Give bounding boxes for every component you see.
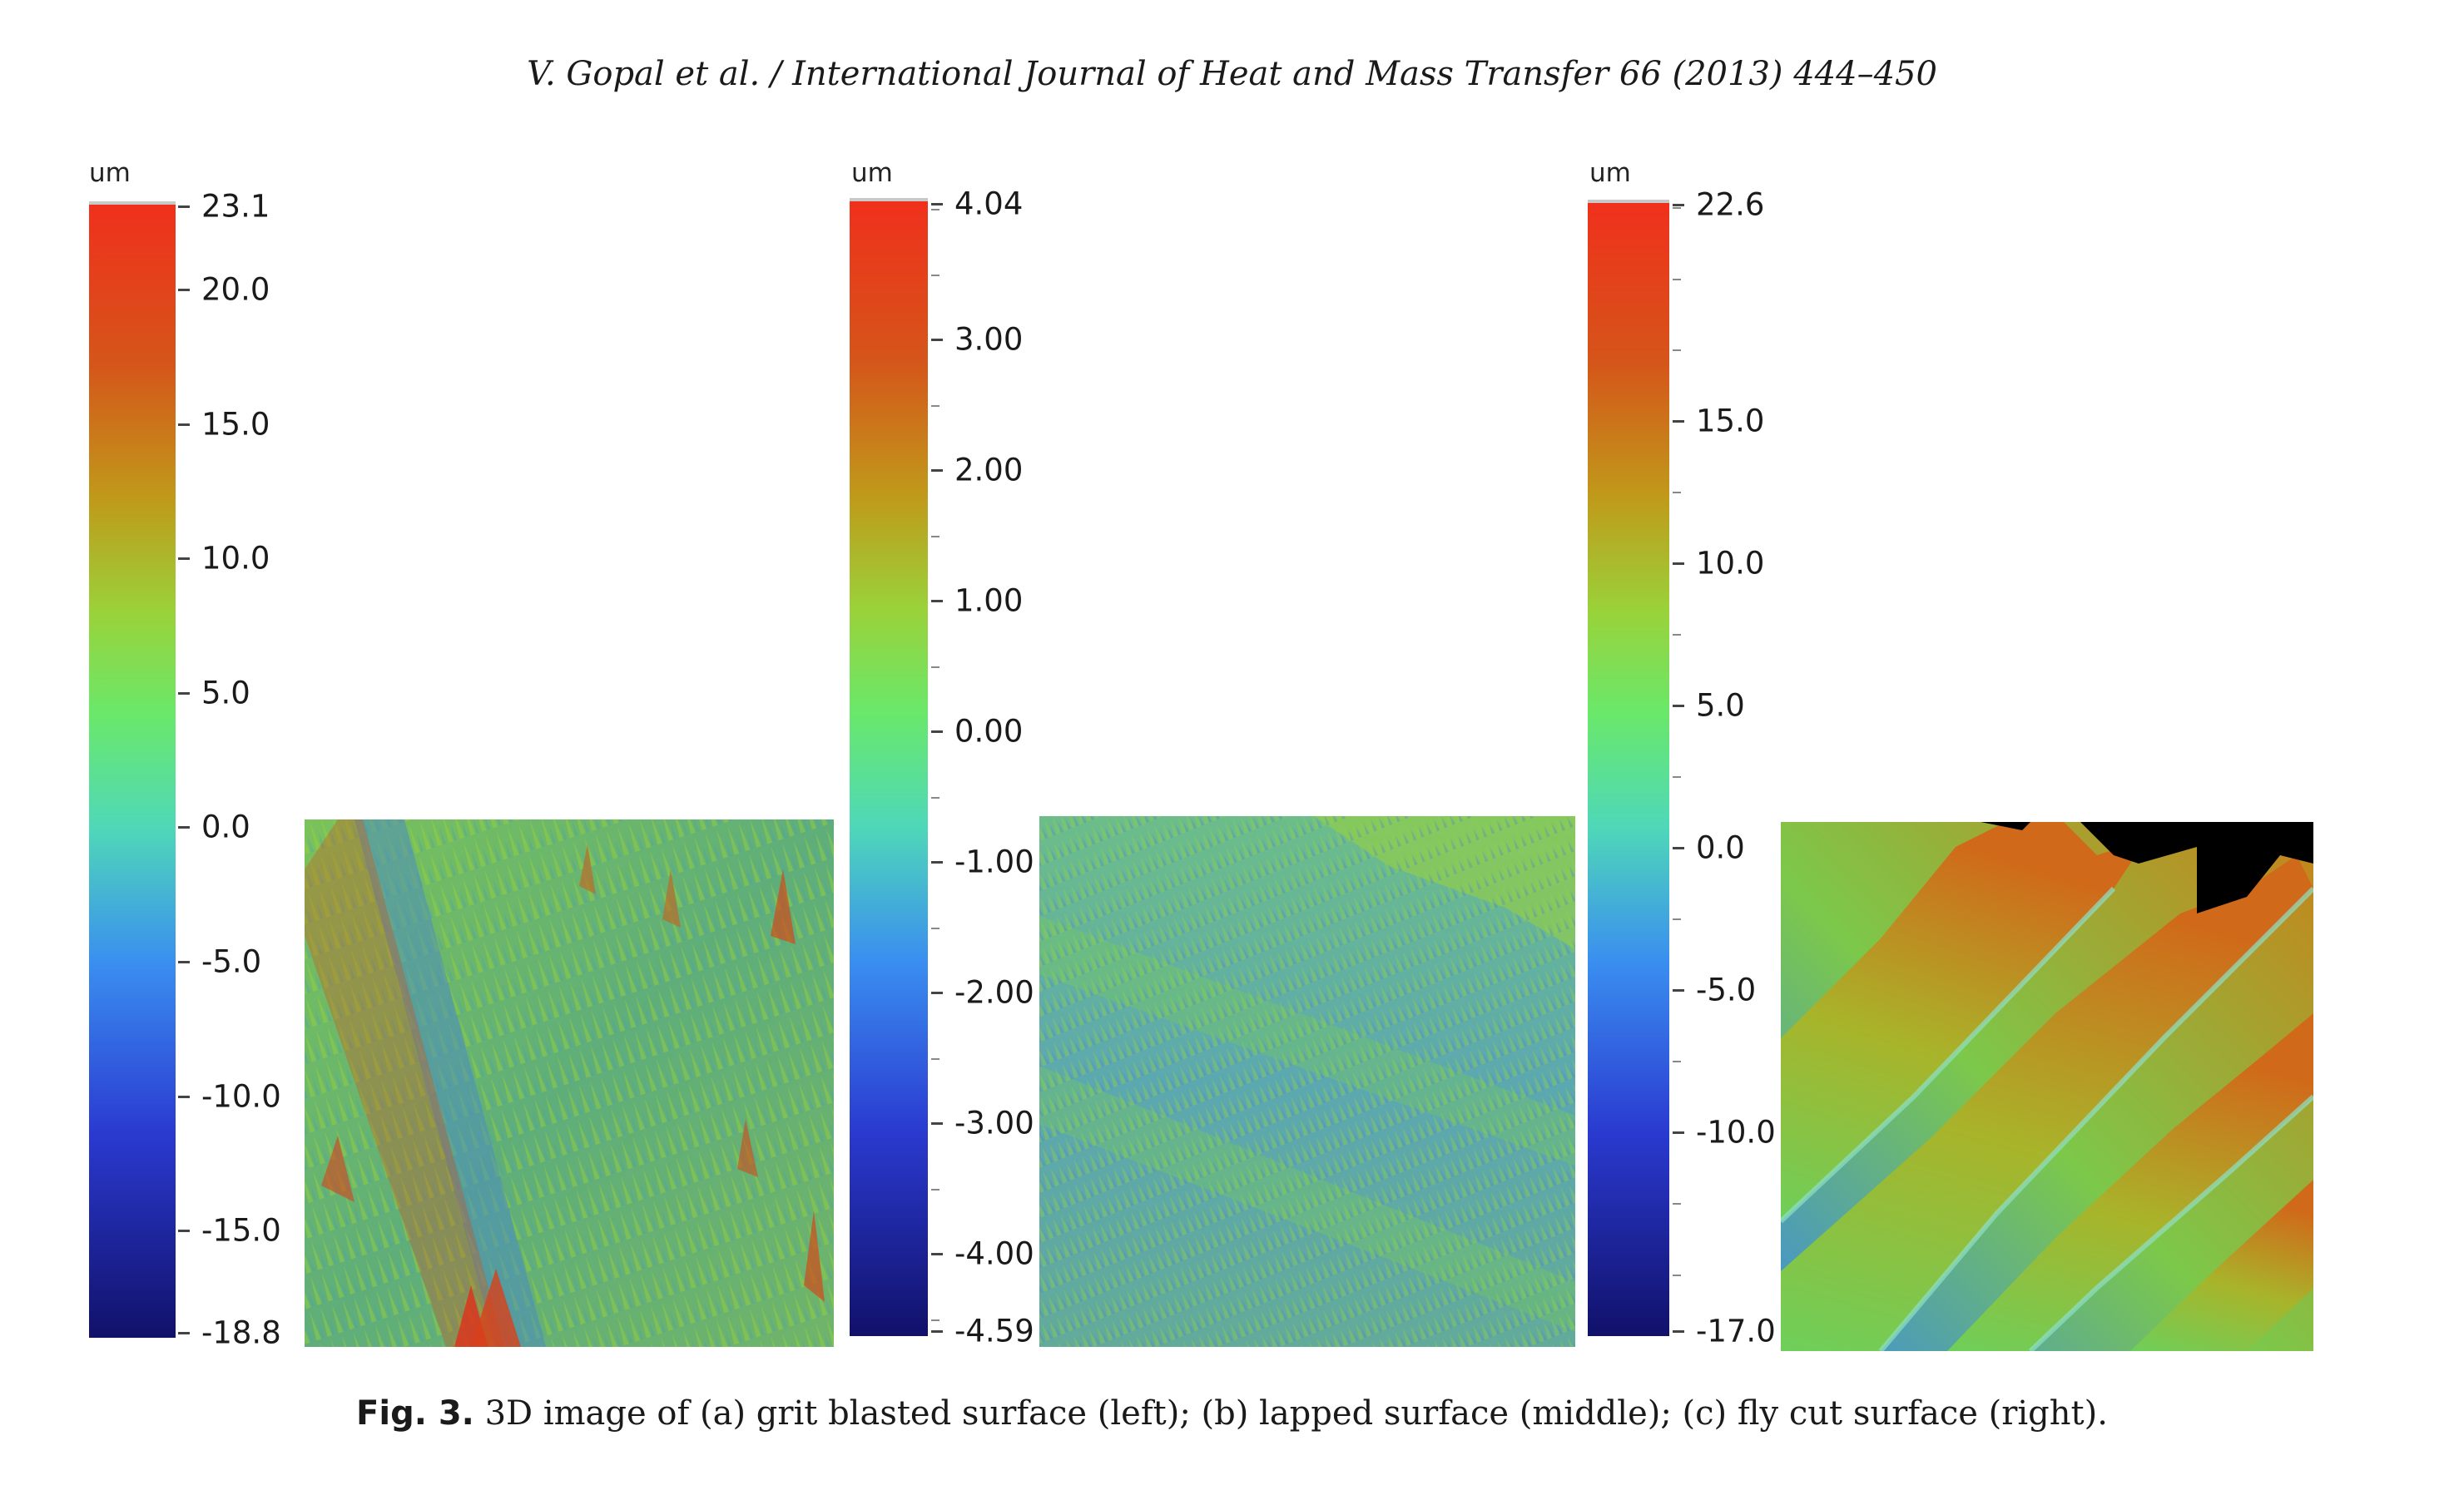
figure-label: Fig. 3.	[356, 1394, 474, 1433]
panel-b-tick-mark	[931, 203, 943, 205]
panel-c-minor-tick	[1673, 634, 1681, 636]
panel-b-tick-label: -4.00	[954, 1235, 1034, 1272]
figure-caption: Fig. 3. 3D image of (a) grit blasted sur…	[0, 1394, 2464, 1433]
panel-c-minor-tick	[1673, 349, 1681, 352]
panel-a-tick-label: 0.0	[201, 809, 250, 845]
panel-b-minor-tick	[931, 404, 939, 407]
panel-c-tick-mark	[1673, 204, 1684, 206]
panel-c-tick-label: -10.0	[1696, 1114, 1776, 1151]
panel-a-tick-label: 5.0	[201, 675, 250, 711]
panel-a-tick-label: 10.0	[201, 540, 270, 577]
panel-a-tick-label: 15.0	[201, 406, 270, 443]
panel-b-tick-label: 2.00	[954, 452, 1024, 488]
panel-b-tick-label: -1.00	[954, 844, 1034, 880]
panel-a-tick-label: 23.1	[201, 188, 270, 225]
panel-a-tick-label: -15.0	[201, 1212, 281, 1249]
panel-b-minor-tick	[931, 927, 939, 929]
panel-b-tick-mark	[931, 1330, 943, 1333]
panel-c-minor-tick	[1673, 918, 1681, 921]
panel-c-minor-tick	[1673, 1203, 1681, 1205]
panel-c-tick-label: 5.0	[1696, 687, 1745, 724]
panel-c-tick-label: 10.0	[1696, 545, 1765, 582]
panel-c-tick-mark	[1673, 1330, 1684, 1333]
running-header: V. Gopal et al. / International Journal …	[527, 55, 1937, 93]
panel-c-tick-mark	[1673, 704, 1684, 707]
panel-b-tick-mark	[931, 1122, 943, 1126]
panel-c-colorbar	[1588, 200, 1669, 1336]
panel-b-tick-label: 0.00	[954, 713, 1024, 750]
panel-a-tick-mark	[178, 557, 190, 561]
panel-c-tick-mark	[1673, 419, 1684, 423]
panel-a-tick-mark	[178, 1332, 190, 1334]
panel-a-tick-mark	[178, 826, 190, 829]
panel-b-minor-tick	[931, 1319, 939, 1321]
panel-c-tick-label: -17.0	[1696, 1313, 1776, 1349]
panel-b-colorbar	[850, 198, 928, 1336]
panel-b-tick-label: -3.00	[954, 1105, 1034, 1141]
panel-b-minor-tick	[931, 274, 939, 276]
panel-c-tick-label: 22.6	[1696, 186, 1765, 223]
panel-b-tick-label: -2.00	[954, 974, 1034, 1011]
figure-caption-text: 3D image of (a) grit blasted surface (le…	[484, 1394, 2108, 1433]
panel-b-minor-tick	[931, 535, 939, 537]
panel-b-tick-label: 4.04	[954, 186, 1024, 222]
panel-a-tick-mark	[178, 691, 190, 695]
panel-b-tick-mark	[931, 339, 943, 342]
panel-a-tick-label: 20.0	[201, 271, 270, 308]
panel-c-tick-mark	[1673, 562, 1684, 565]
panel-b-tick-label: -4.59	[954, 1313, 1034, 1349]
panel-a-unit-label: um	[89, 158, 131, 188]
panel-c-tick-mark	[1673, 846, 1684, 849]
panel-a-colorbar	[89, 201, 176, 1338]
panel-b-tick-mark	[931, 600, 943, 603]
panel-b-minor-tick	[931, 1057, 939, 1060]
panel-b-minor-tick	[931, 796, 939, 799]
panel-c-tick-label: 0.0	[1696, 829, 1745, 866]
panel-b-unit-label: um	[851, 158, 893, 188]
panel-c-minor-tick	[1673, 278, 1681, 280]
panel-a-tick-mark	[178, 205, 190, 208]
panel-a-tick-label: -10.0	[201, 1078, 281, 1115]
panel-a-tick-mark	[178, 1230, 190, 1233]
panel-a-surface-image	[305, 819, 834, 1347]
panel-c-tick-mark	[1673, 1131, 1684, 1134]
panel-c-minor-tick	[1673, 776, 1681, 779]
panel-b-tick-mark	[931, 1253, 943, 1256]
panel-c-tick-label: -5.0	[1696, 972, 1757, 1008]
panel-c-minor-tick	[1673, 492, 1681, 494]
panel-b-tick-label: 3.00	[954, 321, 1024, 358]
panel-a-tick-mark	[178, 1095, 190, 1098]
panel-c-unit-label: um	[1589, 158, 1631, 188]
panel-c-surface-image	[1781, 822, 2313, 1351]
panel-b-tick-mark	[931, 861, 943, 864]
panel-b-minor-tick	[931, 666, 939, 668]
panel-c-minor-tick	[1673, 207, 1681, 210]
panel-b-tick-mark	[931, 992, 943, 995]
panel-b-surface-image	[1039, 816, 1575, 1347]
panel-b-tick-mark	[931, 730, 943, 734]
panel-b-tick-mark	[931, 469, 943, 473]
panel-a-tick-mark	[178, 423, 190, 426]
panel-a-tick-label: -5.0	[201, 943, 262, 980]
panel-c-minor-tick	[1673, 1061, 1681, 1063]
panel-b-tick-label: 1.00	[954, 582, 1024, 619]
panel-b-minor-tick	[931, 209, 939, 211]
panel-a-tick-label: -18.8	[201, 1314, 281, 1351]
panel-a-tick-mark	[178, 289, 190, 292]
panel-c-minor-tick	[1673, 1274, 1681, 1276]
panel-a-tick-mark	[178, 961, 190, 964]
panel-c-tick-label: 15.0	[1696, 403, 1765, 439]
panel-c-tick-mark	[1673, 988, 1684, 992]
panel-b-minor-tick	[931, 1188, 939, 1191]
